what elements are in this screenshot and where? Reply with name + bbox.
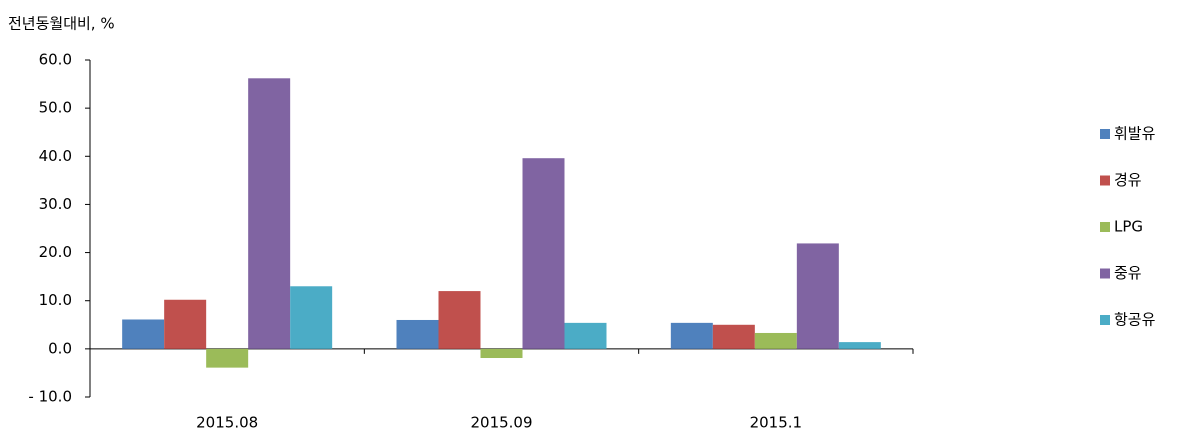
bar (796, 243, 839, 349)
x-tick-label: 2015.09 (470, 414, 532, 432)
bar (248, 78, 291, 349)
y-tick-label: 0.0 (48, 339, 72, 357)
legend-label: 중유 (1114, 264, 1142, 282)
bar (712, 324, 755, 349)
y-tick-label: 10.0 (39, 291, 72, 309)
y-tick-label: 30.0 (39, 195, 72, 213)
legend-swatch (1100, 315, 1110, 325)
bar (290, 286, 333, 349)
bar (754, 332, 797, 349)
bar (122, 319, 165, 349)
legend-swatch (1100, 268, 1110, 279)
y-axis-label: 전년동월대비, % (8, 15, 115, 33)
legend-label: LPG (1114, 218, 1143, 236)
bar (438, 291, 481, 349)
legend-swatch (1100, 175, 1110, 186)
bar (564, 322, 607, 349)
legend-label: 휘발유 (1114, 125, 1156, 143)
y-tick-label: 50.0 (39, 99, 72, 117)
bar (396, 319, 439, 349)
legend-swatch (1100, 129, 1110, 139)
legend-swatch (1100, 222, 1110, 232)
bar (522, 158, 565, 349)
y-tick-label: 40.0 (39, 147, 72, 165)
bar (480, 348, 523, 359)
bar (670, 322, 713, 349)
x-tick-label: 2015.1 (750, 414, 803, 432)
bar (206, 348, 249, 368)
y-tick-label: 20.0 (39, 243, 72, 261)
legend-label: 항공유 (1114, 311, 1156, 329)
legend-label: 경유 (1114, 171, 1142, 189)
bar (838, 342, 881, 349)
bar (164, 299, 207, 349)
y-tick-label: - 10.0 (28, 388, 72, 406)
x-tick-label: 2015.08 (196, 414, 258, 432)
y-tick-label: 60.0 (39, 51, 72, 69)
